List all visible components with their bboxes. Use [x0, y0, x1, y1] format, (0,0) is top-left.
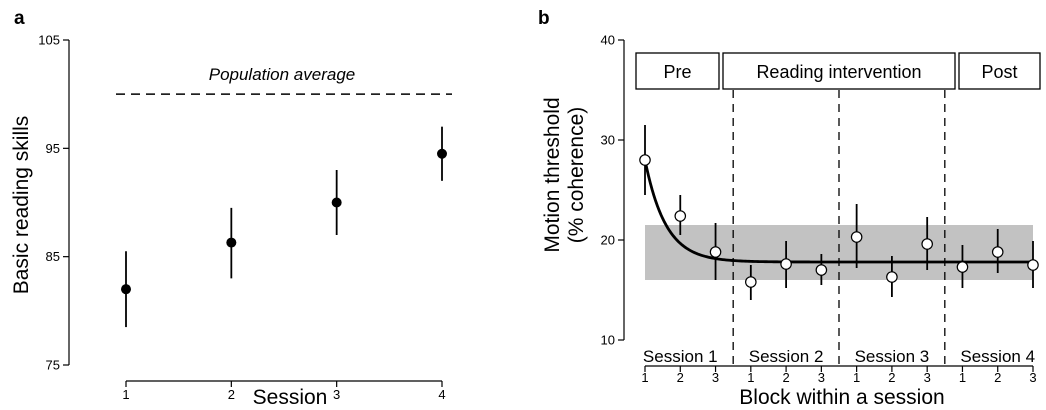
panel-b-x-tick-label: 3 — [924, 370, 931, 385]
panel-a-y-tick-label: 75 — [46, 358, 60, 373]
session-label: Session 1 — [643, 347, 718, 366]
panel-b-data-point — [815, 264, 828, 276]
panel-b-data-point — [956, 261, 969, 273]
panel-b-data-point — [886, 271, 898, 283]
fit-curve — [643, 159, 1033, 264]
phase-box — [722, 52, 956, 90]
panel-b-data-point — [639, 154, 651, 166]
panel-b-y-tick-label: 10 — [601, 333, 615, 348]
panel-b-x-axis-title: Block within a session — [739, 386, 944, 409]
panel-b-data-point — [921, 238, 933, 250]
panel-a-y-axis-title: Basic reading skills — [10, 116, 33, 295]
session-label: Session 3 — [855, 347, 930, 366]
phase-box — [958, 52, 1041, 90]
phase-label: Pre — [663, 62, 691, 82]
panel-b-x-tick-label: 2 — [677, 370, 684, 385]
panel-a-x-tick-label: 1 — [122, 387, 129, 402]
panel-b-x-tick-label: 2 — [888, 370, 895, 385]
phase-label: Reading intervention — [756, 62, 921, 82]
panel-a-x-tick-label: 2 — [228, 387, 235, 402]
session-label: Session 4 — [960, 347, 1035, 366]
panel-b-x-tick-label: 3 — [1029, 370, 1036, 385]
panel-b-y-axis-title-line1: Motion threshold — [541, 97, 564, 252]
session-label: Session 2 — [749, 347, 824, 366]
panel-b-data-point — [709, 246, 722, 258]
panel-b-data-point — [1027, 259, 1039, 271]
panel-b-y-tick-label: 40 — [601, 33, 615, 48]
panel-b-x-tick-label: 2 — [994, 370, 1001, 385]
panel-b-data-point — [674, 210, 687, 222]
panel-b-y-axis-title-line2: (% coherence) — [565, 107, 588, 244]
panel-b-data-point — [745, 276, 757, 288]
panel-b-x-tick-label: 1 — [959, 370, 966, 385]
panel-b-data-point — [850, 231, 863, 243]
panel-b-data-point — [780, 258, 792, 270]
population-average-label: Population average — [209, 65, 356, 84]
panel-a-data-point — [437, 148, 447, 159]
panel-b-x-tick-label: 1 — [747, 370, 754, 385]
panel-b-x-tick-label: 3 — [818, 370, 825, 385]
panel-a-x-axis-title: Session — [253, 386, 328, 409]
panel-b-x-tick-label: 1 — [853, 370, 860, 385]
panel-b-data-point — [991, 246, 1004, 258]
panel-b-y-tick-label: 20 — [601, 233, 615, 248]
panel-a-x-tick-label: 3 — [333, 387, 340, 402]
panel-a-y-tick-label: 105 — [38, 33, 60, 48]
panel-a-data-point — [331, 197, 342, 208]
panel-b-y-tick-label: 30 — [601, 133, 615, 148]
panel-b-x-tick-label: 3 — [712, 370, 719, 385]
phase-label: Post — [981, 62, 1017, 82]
panel-a-x-tick-label: 4 — [438, 387, 445, 402]
panel-a-y-tick-label: 85 — [46, 249, 60, 264]
phase-box — [635, 52, 720, 90]
panel-a-y-tick-label: 95 — [46, 141, 60, 156]
panel-a-data-point — [226, 237, 237, 248]
panel-b-label: b — [538, 8, 550, 29]
panel-b-x-tick-label: 2 — [782, 370, 789, 385]
panel-a-data-point — [121, 284, 131, 295]
panel-a-label: a — [14, 8, 25, 29]
panel-b-x-tick-label: 1 — [641, 370, 648, 385]
